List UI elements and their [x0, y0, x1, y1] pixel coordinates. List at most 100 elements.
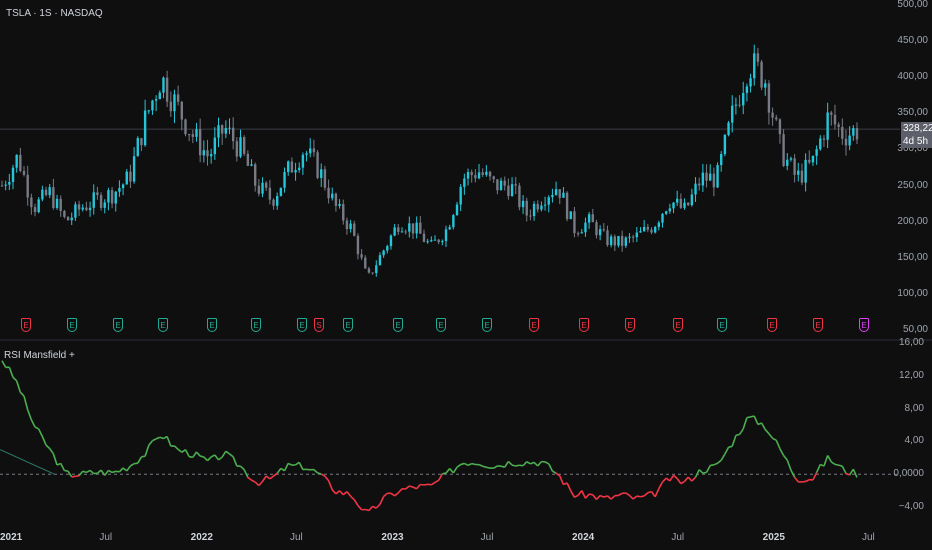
candle-body	[811, 155, 815, 163]
earnings-event-icon[interactable]: E	[579, 318, 589, 332]
candle-body	[331, 193, 334, 199]
rsi-segment	[221, 450, 227, 458]
earnings-event-icon[interactable]: E	[813, 318, 823, 332]
candle-body	[235, 141, 239, 157]
rsi-segment	[742, 417, 748, 430]
candle-body	[287, 161, 290, 172]
candle-body	[536, 203, 539, 210]
earnings-event-icon[interactable]: E	[859, 318, 869, 332]
rsi-segment	[848, 468, 854, 476]
candle-body	[15, 154, 18, 168]
candle-body	[738, 104, 741, 106]
candle-body	[165, 77, 169, 102]
rsi-segment	[60, 463, 66, 471]
rsi-segment	[640, 495, 645, 498]
candle-body	[147, 110, 150, 112]
earnings-event-icon[interactable]: E	[207, 318, 217, 332]
earnings-event-icon[interactable]: E	[717, 318, 727, 332]
price-y-tick: 100,00	[897, 287, 928, 299]
rsi-segment	[82, 470, 87, 474]
candle-body	[202, 150, 206, 156]
rsi-segment	[148, 440, 154, 446]
candle-body	[77, 204, 81, 210]
candle-body	[118, 188, 121, 192]
candle-body	[283, 171, 286, 188]
candle-body	[415, 222, 418, 234]
candle-body	[716, 165, 719, 188]
rsi-segment	[530, 461, 535, 465]
earnings-event-icon[interactable]: E	[67, 318, 77, 332]
candle-body	[576, 233, 580, 235]
rsi-segment	[452, 466, 458, 474]
candle-body	[187, 134, 191, 136]
rsi-segment	[192, 451, 198, 458]
rsi-segment	[537, 461, 543, 467]
candle-body	[92, 192, 95, 208]
candle-body	[195, 129, 198, 137]
rsi-segment	[812, 472, 818, 481]
candle-body	[569, 211, 572, 220]
candle-body	[518, 185, 521, 208]
candle-body	[85, 207, 88, 211]
candle-body	[525, 200, 528, 216]
candle-body	[481, 172, 484, 175]
rsi-segment	[96, 469, 102, 474]
earnings-event-icon[interactable]: E	[113, 318, 123, 332]
candle-body	[55, 198, 59, 208]
earnings-event-icon[interactable]: E	[21, 318, 31, 332]
split-event-icon[interactable]: S	[314, 318, 324, 332]
rsi-segment	[772, 437, 777, 441]
candle-body	[132, 156, 136, 182]
candle-body	[393, 227, 396, 236]
rsi-segment	[405, 485, 410, 490]
earnings-event-icon[interactable]: E	[297, 318, 307, 332]
candle-body	[231, 127, 235, 142]
rsi-segment	[1, 360, 7, 368]
candle-body	[253, 164, 257, 186]
candle-body	[631, 236, 635, 238]
rsi-segment	[710, 464, 715, 467]
earnings-event-icon[interactable]: E	[673, 318, 683, 332]
candle-body	[342, 204, 345, 221]
earnings-event-icon[interactable]: E	[158, 318, 168, 332]
candle-body	[800, 170, 804, 183]
candle-body	[129, 171, 132, 182]
rsi-segment	[559, 475, 565, 485]
rsi-segment	[298, 461, 304, 470]
rsi-segment	[500, 465, 505, 468]
x-tick: Jul	[480, 532, 494, 543]
candle-body	[276, 195, 279, 206]
rsi-segment	[757, 422, 762, 426]
earnings-event-icon[interactable]: E	[343, 318, 353, 332]
candle-body	[441, 241, 444, 243]
candle-body	[668, 208, 672, 212]
rsi-segment	[793, 476, 799, 483]
rsi-segment	[67, 470, 73, 478]
earnings-event-icon[interactable]: E	[482, 318, 492, 332]
candle-body	[448, 227, 451, 230]
earnings-event-icon[interactable]: E	[767, 318, 777, 332]
candle-body	[855, 128, 859, 140]
earnings-event-icon[interactable]: E	[436, 318, 446, 332]
candle-body	[723, 134, 727, 155]
candle-body	[452, 215, 455, 228]
candle-body	[103, 202, 106, 208]
rsi-segment	[636, 495, 641, 498]
rsi-segment	[456, 463, 462, 468]
rsi-segment	[313, 469, 319, 474]
rsi-segment	[750, 415, 755, 418]
earnings-event-icon[interactable]: E	[625, 318, 635, 332]
candle-body	[554, 189, 558, 195]
earnings-event-icon[interactable]: E	[251, 318, 261, 332]
candle-body	[158, 92, 161, 100]
candle-body	[833, 114, 837, 125]
rsi-segment	[574, 494, 579, 499]
candle-body	[66, 216, 70, 221]
candle-body	[679, 198, 683, 208]
candle-body	[822, 138, 826, 140]
earnings-event-icon[interactable]: E	[529, 318, 539, 332]
candle-body	[848, 135, 851, 146]
earnings-event-icon[interactable]: E	[393, 318, 403, 332]
candle-body	[422, 233, 426, 242]
